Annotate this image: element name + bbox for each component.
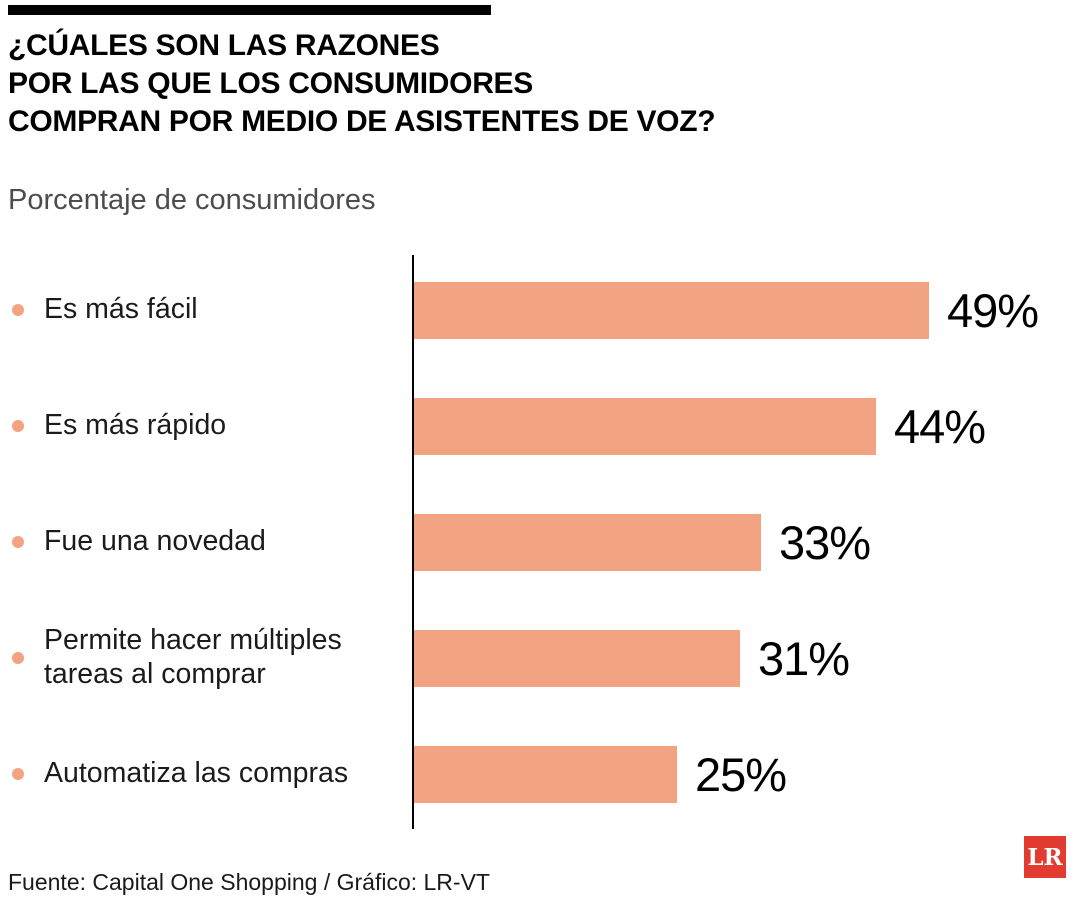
title-line-3: COMPRAN POR MEDIO DE ASISTENTES DE VOZ? [8,105,716,138]
chart-subtitle: Porcentaje de consumidores [8,184,376,216]
value-label: 49% [947,283,1039,337]
bar-cell: 25% [414,745,1080,803]
bullet-icon [12,304,24,316]
category-cell: Fue una novedad [0,525,414,559]
category-cell: Es más rápido [0,409,414,443]
top-rule [8,5,491,15]
bar-cell: 44% [414,397,1080,455]
category-cell: Automatiza las compras [0,757,414,791]
chart-row: Es más rápido 44% [0,368,1080,484]
category-label: Permite hacer múltiples tareas al compra… [44,624,342,690]
value-label: 25% [695,747,787,801]
chart-row: Permite hacer múltiples tareas al compra… [0,600,1080,716]
category-label: Automatiza las compras [44,757,349,790]
bar-cell: 31% [414,629,1080,687]
bar [414,629,740,687]
category-cell: Permite hacer múltiples tareas al compra… [0,624,414,691]
value-label: 31% [758,631,850,685]
bullet-icon [12,768,24,780]
lr-logo: LR [1024,836,1066,878]
bar-chart: Es más fácil 49% Es más rápido 44% Fue u… [0,252,1080,832]
value-label: 44% [894,399,986,453]
bar-chart-rows: Es más fácil 49% Es más rápido 44% Fue u… [0,252,1080,832]
bar-cell: 49% [414,281,1080,339]
page-title: ¿CÚALES SON LAS RAZONES POR LAS QUE LOS … [8,27,716,141]
title-line-1: ¿CÚALES SON LAS RAZONES [8,29,440,62]
title-line-2: POR LAS QUE LOS CONSUMIDORES [8,67,533,100]
bullet-icon [12,420,24,432]
value-label: 33% [779,515,871,569]
bar-cell: 33% [414,513,1080,571]
category-label: Fue una novedad [44,525,266,558]
category-label: Es más fácil [44,293,198,326]
chart-row: Automatiza las compras 25% [0,716,1080,832]
bar [414,745,677,803]
source-credit: Fuente: Capital One Shopping / Gráfico: … [8,869,490,895]
chart-row: Fue una novedad 33% [0,484,1080,600]
category-cell: Es más fácil [0,293,414,327]
bar [414,397,876,455]
bullet-icon [12,536,24,548]
bullet-icon [12,652,24,664]
category-label: Es más rápido [44,409,227,442]
chart-row: Es más fácil 49% [0,252,1080,368]
bar [414,281,929,339]
bar [414,513,761,571]
y-axis-line [412,255,414,829]
